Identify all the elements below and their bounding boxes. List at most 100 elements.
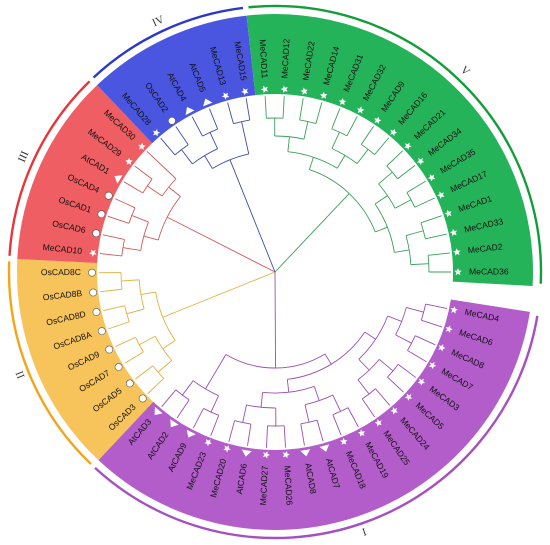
branch <box>115 336 136 347</box>
branch <box>395 334 412 344</box>
branch <box>378 359 394 372</box>
branch <box>425 233 447 240</box>
leaf-label: MeCAD36 <box>469 266 509 276</box>
triangle-marker-icon <box>154 406 163 416</box>
branch <box>228 420 236 442</box>
branch <box>386 165 398 179</box>
branch <box>299 119 317 124</box>
branch <box>425 303 448 310</box>
branch <box>420 215 442 224</box>
branch <box>415 335 436 346</box>
branch <box>397 364 417 378</box>
branch <box>114 198 136 209</box>
star-marker-icon <box>416 157 425 166</box>
branch <box>242 404 247 423</box>
branch <box>346 116 358 137</box>
star-marker-icon <box>454 268 462 276</box>
branch <box>143 235 159 241</box>
leaf-AtCAD6: AtCAD6 <box>234 449 252 495</box>
branch <box>131 215 149 223</box>
star-marker-icon <box>417 378 426 386</box>
star-marker-icon <box>390 407 398 415</box>
branch <box>300 423 305 446</box>
branch <box>324 353 332 365</box>
triangle-marker-icon <box>203 98 213 107</box>
leaf-label: MeCAD27 <box>258 465 270 505</box>
branch <box>283 425 286 448</box>
branch <box>331 131 340 149</box>
star-marker-icon <box>449 228 458 237</box>
branch <box>182 380 194 396</box>
branch <box>233 119 250 125</box>
star-marker-icon <box>260 85 269 94</box>
branch <box>387 364 399 378</box>
branch <box>378 171 393 185</box>
clade-label: IV <box>151 13 167 29</box>
leaf-label: MeCAD12 <box>279 38 291 78</box>
clade-V-ring <box>248 4 543 284</box>
branch <box>121 279 140 282</box>
star-marker-icon <box>374 116 382 125</box>
branch <box>336 155 346 169</box>
triangle-marker-icon <box>185 106 195 116</box>
branch <box>287 136 290 152</box>
star-marker-icon <box>428 361 437 370</box>
circle-marker-icon <box>88 268 96 277</box>
star-marker-icon <box>262 451 271 459</box>
circle-marker-icon <box>104 191 113 200</box>
clade-label: V <box>458 64 472 78</box>
branch <box>241 121 250 154</box>
star-marker-icon <box>427 174 436 182</box>
branch <box>100 288 123 293</box>
root-branch <box>274 193 350 273</box>
leaf-label: MeCAD2 <box>467 242 503 256</box>
branch <box>192 148 218 165</box>
star-marker-icon <box>438 344 446 352</box>
branch <box>122 247 141 251</box>
star-marker-icon <box>125 157 133 165</box>
branch <box>108 321 130 330</box>
circle-marker-icon <box>138 394 147 403</box>
branch <box>135 337 144 353</box>
star-marker-icon <box>404 142 412 150</box>
branch <box>304 404 310 423</box>
leaf-MeCAD11: MeCAD11 <box>258 39 270 94</box>
branch <box>313 386 320 401</box>
star-marker-icon <box>223 445 231 453</box>
star-marker-icon <box>339 437 348 445</box>
branch <box>407 350 427 363</box>
branch <box>394 199 412 209</box>
circle-marker-icon <box>105 345 114 354</box>
branch <box>203 408 219 416</box>
clade-III-ring <box>8 80 91 256</box>
branch <box>139 335 156 346</box>
branch <box>360 125 374 145</box>
star-marker-icon <box>453 248 461 256</box>
clade-IV-sector <box>97 15 256 144</box>
star-marker-icon <box>389 128 398 137</box>
branch <box>120 272 123 290</box>
circle-marker-icon <box>168 116 176 125</box>
star-marker-icon <box>319 91 328 99</box>
branch <box>299 98 304 121</box>
branch <box>303 121 309 140</box>
branch <box>331 108 341 130</box>
branch <box>357 379 370 395</box>
triangle-marker-icon <box>186 429 196 438</box>
triangle-marker-icon <box>300 449 311 457</box>
branch <box>157 360 173 373</box>
branch <box>126 308 145 315</box>
clade-II-sector <box>17 258 154 461</box>
star-marker-icon <box>357 429 366 437</box>
branch <box>128 207 136 224</box>
branch <box>245 98 251 121</box>
star-marker-icon <box>338 97 347 106</box>
branch <box>316 420 324 442</box>
triangle-marker-icon <box>241 449 252 457</box>
branch <box>209 108 219 130</box>
triangle-marker-icon <box>170 419 179 428</box>
branch <box>175 126 189 146</box>
star-marker-icon <box>445 325 453 334</box>
star-marker-icon <box>280 85 288 93</box>
